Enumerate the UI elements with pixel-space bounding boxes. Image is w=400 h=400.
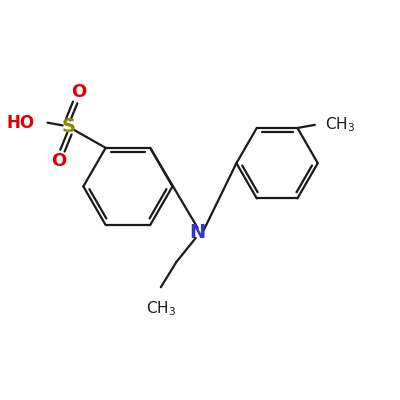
Text: CH$_3$: CH$_3$ <box>324 116 355 134</box>
Text: HO: HO <box>7 114 35 132</box>
Text: S: S <box>62 117 76 136</box>
Text: O: O <box>52 152 67 170</box>
Text: N: N <box>190 224 206 242</box>
Text: O: O <box>71 83 86 101</box>
Text: CH$_3$: CH$_3$ <box>146 300 176 318</box>
